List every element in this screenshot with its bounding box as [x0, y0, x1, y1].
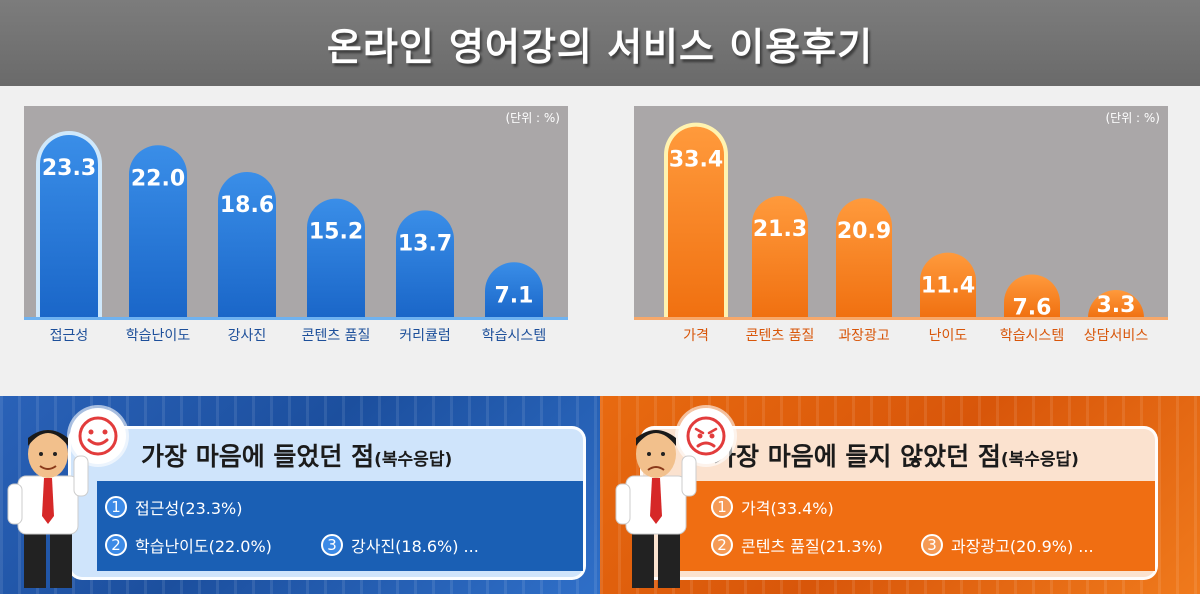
- item-number: 3: [921, 534, 943, 556]
- liked-list: 1 접근성(23.3%) 2 학습난이도(22.0%) 3 강사진(18.6%)…: [97, 481, 583, 571]
- data-label: 15.2: [309, 220, 363, 245]
- list-item: 2 학습난이도(22.0%): [105, 533, 272, 557]
- category-label: 강사진: [228, 328, 267, 344]
- bar-상담서비스: [1088, 290, 1144, 318]
- list-item: 3 과장광고(20.9%) ...: [921, 533, 1094, 557]
- unit-label: (단위 : %): [1105, 111, 1160, 125]
- category-label: 가격: [683, 328, 709, 344]
- category-label: 난이도: [929, 328, 968, 344]
- disliked-list: 1 가격(33.4%) 2 콘텐츠 품질(21.3%) 3 과장광고(20.9%…: [669, 481, 1155, 571]
- liked-bar-chart: (단위 : %) 23.3 접근성 22.0 학습난이도 18.6 강사진 15.2 콘텐츠 품…: [24, 106, 568, 344]
- liked-panel: 가장 마음에 들었던 점(복수응답) 1 접근성(23.3%) 2 학습난이도(…: [0, 396, 600, 594]
- bar-학습시스템: [485, 262, 543, 318]
- data-label: 18.6: [220, 193, 274, 218]
- item-text: 콘텐츠 품질(21.3%): [741, 537, 883, 556]
- item-number: 2: [105, 534, 127, 556]
- category-label: 학습시스템: [482, 328, 546, 344]
- liked-title: 가장 마음에 들었던 점(복수응답): [141, 437, 452, 473]
- category-label: 콘텐츠 품질: [302, 328, 371, 344]
- item-number: 1: [105, 496, 127, 518]
- bar-가격: [668, 126, 724, 318]
- item-text: 접근성(23.3%): [135, 499, 243, 518]
- data-label: 23.3: [42, 156, 96, 181]
- data-label: 3.3: [1097, 293, 1136, 318]
- charts-area: (단위 : %) 23.3 접근성 22.0 학습난이도 18.6 강사진 15.2 콘텐츠 품…: [24, 106, 1168, 344]
- item-text: 강사진(18.6%) ...: [351, 537, 479, 556]
- list-item: 1 가격(33.4%): [711, 495, 834, 519]
- businessman-upset-icon: [615, 430, 697, 588]
- data-label: 33.4: [669, 148, 723, 173]
- disliked-bar-chart: (단위 : %) 33.4 가격 21.3 콘텐츠 품질 20.9 과장광고 11.4 난이도 7…: [634, 106, 1168, 344]
- unit-label: (단위 : %): [505, 111, 560, 125]
- data-label: 11.4: [921, 274, 975, 299]
- item-text: 학습난이도(22.0%): [135, 537, 272, 556]
- bar-학습시스템: [1004, 274, 1060, 318]
- item-number: 2: [711, 534, 733, 556]
- data-label: 22.0: [131, 166, 185, 191]
- happy-face-icon: [70, 408, 126, 464]
- bar-콘텐츠 품질: [752, 195, 808, 318]
- disliked-title-suffix: (복수응답): [1000, 450, 1079, 470]
- item-text: 가격(33.4%): [741, 499, 834, 518]
- header-banner: 온라인 영어강의 서비스 이용후기: [0, 0, 1200, 86]
- disliked-panel: 가장 마음에 들지 않았던 점(복수응답) 1 가격(33.4%) 2 콘텐츠 …: [600, 396, 1200, 594]
- category-label: 콘텐츠 품질: [746, 328, 815, 344]
- category-label: 접근성: [50, 328, 89, 344]
- data-label: 7.6: [1013, 295, 1052, 320]
- bar-학습난이도: [129, 145, 187, 318]
- bar-콘텐츠 품질: [307, 198, 365, 318]
- category-label: 학습시스템: [1000, 328, 1064, 344]
- category-label: 과장광고: [838, 328, 890, 344]
- bar-접근성: [40, 135, 98, 318]
- liked-title-suffix: (복수응답): [374, 450, 453, 470]
- plot-area: [24, 106, 568, 318]
- businessman-happy-icon: [7, 430, 89, 588]
- page-title: 온라인 영어강의 서비스 이용후기: [326, 25, 874, 69]
- bar-난이도: [920, 252, 976, 318]
- item-text: 과장광고(20.9%) ...: [951, 537, 1094, 556]
- liked-title-text: 가장 마음에 들었던 점: [141, 442, 375, 471]
- data-label: 7.1: [495, 283, 534, 308]
- item-number: 1: [711, 496, 733, 518]
- bar-강사진: [218, 171, 276, 318]
- bar-커리큘럼: [396, 210, 454, 318]
- category-label: 학습난이도: [126, 328, 191, 344]
- x-axis-line: [634, 317, 1168, 320]
- bar-과장광고: [836, 198, 892, 318]
- data-label: 20.9: [837, 219, 891, 244]
- disliked-title-text: 가장 마음에 들지 않았던 점: [713, 442, 1001, 471]
- list-item: 1 접근성(23.3%): [105, 495, 242, 519]
- category-label: 상담서비스: [1084, 328, 1149, 344]
- disliked-title: 가장 마음에 들지 않았던 점(복수응답): [713, 437, 1079, 473]
- data-label: 13.7: [398, 231, 452, 256]
- angry-face-icon: [678, 408, 734, 464]
- data-label: 21.3: [753, 217, 807, 242]
- liked-card: 가장 마음에 들었던 점(복수응답) 1 접근성(23.3%) 2 학습난이도(…: [68, 426, 586, 580]
- x-axis-line: [24, 317, 568, 320]
- category-label: 커리큘럼: [399, 328, 451, 344]
- list-item: 3 강사진(18.6%) ...: [321, 533, 479, 557]
- item-number: 3: [321, 534, 343, 556]
- list-item: 2 콘텐츠 품질(21.3%): [711, 533, 883, 557]
